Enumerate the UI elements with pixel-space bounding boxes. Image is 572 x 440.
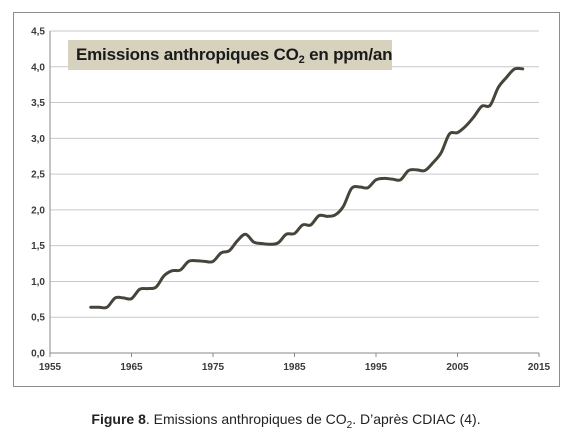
x-tick-label: 2015 [528,362,551,373]
chart-title: Emissions anthropiques CO2 en ppm/an [68,45,393,66]
caption-subscript: 2 [346,419,353,431]
chart-title-part-1: Emissions anthropiques CO [76,45,299,64]
chart-svg: 0,00,51,01,52,02,53,03,54,04,5 1955 1965 1… [31,27,551,374]
figure-caption: Figure 8. Emissions anthropiques de CO2.… [0,411,572,431]
chart-title-box: Emissions anthropiques CO2 en ppm/an [68,40,393,70]
series-line-group [89,66,525,310]
y-tick-label: 0,5 [31,313,45,324]
caption-text-1: . Emissions anthropiques de CO [145,411,347,427]
y-tick-label: 0,0 [31,349,45,360]
y-tick-label: 2,0 [31,205,45,216]
x-tick-label: 1965 [120,362,143,373]
chart-frame: 0,0 0,5 1,0 1,5 2,0 2,5 3,0 3,5 4,0 4,5 1955 1965 1… [13,12,560,387]
y-tick-label: 2,5 [31,170,45,181]
y-tick-labels: 0,0 0,5 1,0 1,5 2,0 2,5 3,0 3,5 4,0 4,5 [31,27,45,360]
y-tick-label: 3,5 [31,98,45,109]
x-tick-label: 2005 [446,362,469,373]
chart-title-part-2: en ppm/an [304,45,393,64]
y-tick-label: 4,0 [31,62,45,73]
x-tick-label: 1955 [39,362,62,373]
y-tick-label: 1,0 [31,277,45,288]
x-tick-label: 1985 [283,362,306,373]
x-tick-label: 1975 [202,362,225,373]
figure-label: Figure 8 [91,411,146,427]
y-tick-label: 1,5 [31,241,45,252]
axes [49,31,540,357]
caption-text-2: . D’après CDIAC (4). [352,411,481,427]
gridlines [50,30,539,318]
series-line [89,66,525,310]
x-tick-label: 1995 [365,362,388,373]
chart-title-subscript: 2 [298,54,305,66]
y-tick-label: 4,5 [31,27,45,38]
y-tick-label: 3,0 [31,134,45,145]
x-tick-labels: 1955 1965 1975 1985 1995 2005 2015 [39,362,551,373]
